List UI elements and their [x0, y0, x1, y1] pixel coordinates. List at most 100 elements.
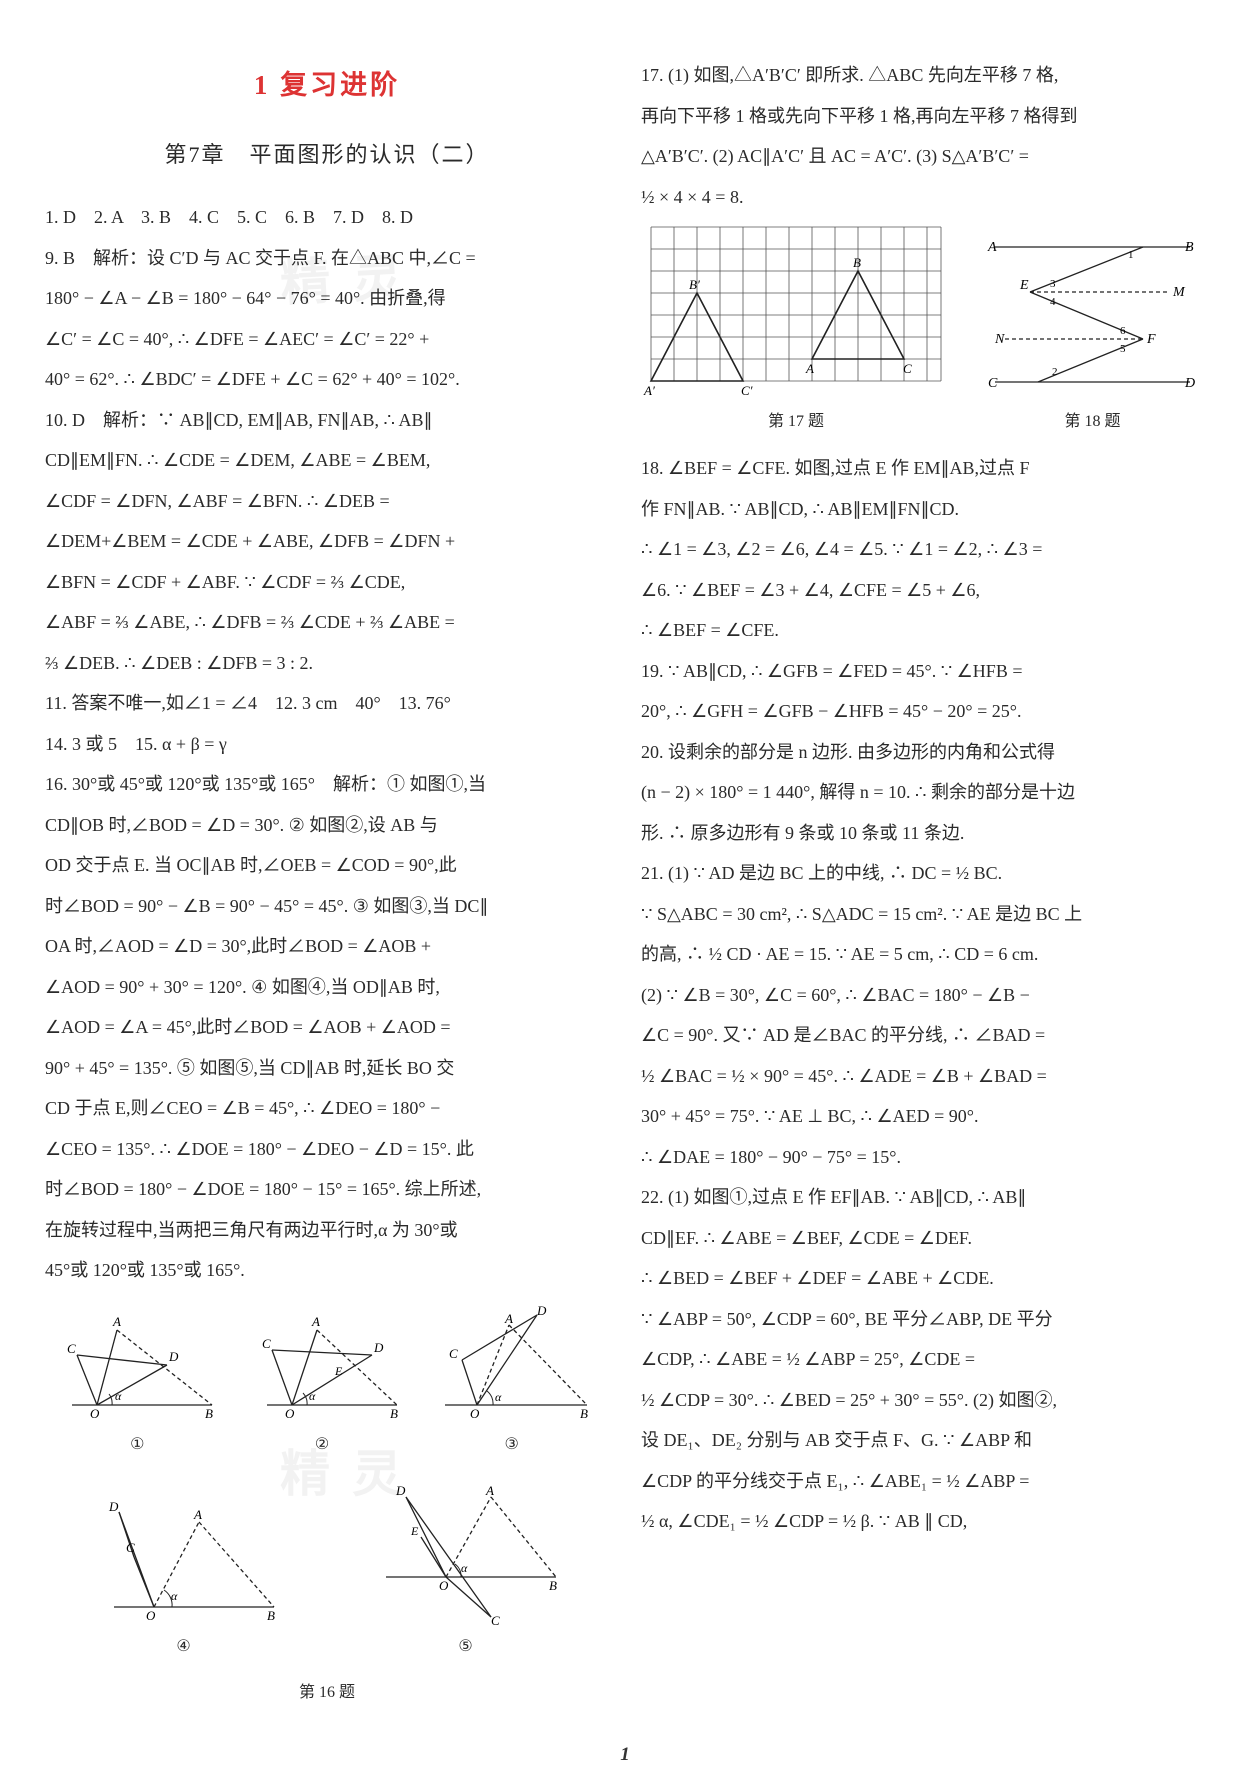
svg-text:B: B: [1185, 240, 1194, 255]
fig-id: ③: [427, 1427, 597, 1463]
svg-text:α: α: [461, 1561, 468, 1575]
svg-text:C: C: [262, 1336, 271, 1351]
answer-line: ∠AOD = 90° + 30° = 120°. ④ 如图④,当 OD∥AB 时…: [45, 967, 609, 1008]
answer-line: ½ × 4 × 4 = 8.: [641, 177, 1205, 218]
answer-line: 45°或 120°或 135°或 165°.: [45, 1250, 609, 1291]
answer-line: 形. ∴ 原多边形有 9 条或 10 条或 11 条边.: [641, 813, 1205, 854]
fig16-sub2: α A B C D E O ②: [242, 1315, 402, 1463]
page-number: 1: [620, 1744, 630, 1766]
answer-line: 14. 3 或 5 15. α + β = γ: [45, 724, 609, 765]
answer-line: ∠BFN = ∠CDF + ∠ABF. ∵ ∠CDF = ⅔ ∠CDE,: [45, 562, 609, 603]
answer-line: 在旋转过程中,当两把三角尺有两边平行时,α 为 30°或: [45, 1210, 609, 1251]
svg-text:C: C: [903, 361, 912, 376]
answer-line: ∴ ∠BEF = ∠CFE.: [641, 610, 1205, 651]
answer-line: CD∥EM∥FN. ∴ ∠CDE = ∠DEM, ∠ABE = ∠BEM,: [45, 440, 609, 481]
svg-text:C: C: [988, 376, 998, 391]
svg-text:O: O: [90, 1406, 100, 1421]
fig16-sub3: α A B C D O ③: [427, 1305, 597, 1463]
svg-text:3: 3: [1050, 278, 1056, 290]
svg-text:D: D: [1184, 376, 1195, 391]
svg-text:4: 4: [1050, 296, 1056, 308]
svg-text:A: A: [987, 240, 997, 255]
svg-text:D: D: [373, 1340, 384, 1355]
svg-text:B: B: [267, 1608, 275, 1623]
svg-text:E: E: [410, 1524, 419, 1538]
answer-line: 40° = 62°. ∴ ∠BDC′ = ∠DFE + ∠C = 62° + 4…: [45, 359, 609, 400]
answer-line: 再向下平移 1 格或先向下平移 1 格,再向左平移 7 格得到: [641, 96, 1205, 137]
answer-line: ∠DEM+∠BEM = ∠CDE + ∠ABE, ∠DFB = ∠DFN +: [45, 521, 609, 562]
answer-line: ∠CDP 的平分线交于点 E₁, ∴ ∠ABE₁ = ½ ∠ABP =: [641, 1461, 1205, 1502]
svg-text:C: C: [491, 1613, 500, 1627]
svg-text:C: C: [449, 1346, 458, 1361]
fig-id: ⑤: [361, 1629, 571, 1665]
answer-line: ∠CDF = ∠DFN, ∠ABF = ∠BFN. ∴ ∠DEB =: [45, 481, 609, 522]
svg-text:O: O: [470, 1406, 480, 1421]
answer-line: ½ α, ∠CDE₁ = ½ ∠CDP = ½ β. ∵ AB ∥ CD,: [641, 1501, 1205, 1542]
answer-line: 20°, ∴ ∠GFH = ∠GFB − ∠HFB = 45° − 20° = …: [641, 691, 1205, 732]
svg-text:B: B: [580, 1406, 588, 1421]
answer-line: 11. 答案不唯一,如∠1 = ∠4 12. 3 cm 40° 13. 76°: [45, 683, 609, 724]
answer-line: OA 时,∠AOD = ∠D = 30°,此时∠BOD = ∠AOB +: [45, 926, 609, 967]
svg-text:A: A: [311, 1315, 320, 1329]
answer-line: 的高, ∴ ½ CD · AE = 15. ∵ AE = 5 cm, ∴ CD …: [641, 934, 1205, 975]
svg-text:α: α: [115, 1389, 122, 1403]
answer-line: ∠6. ∵ ∠BEF = ∠3 + ∠4, ∠CFE = ∠5 + ∠6,: [641, 570, 1205, 611]
fig16-sub4: α A B C D O ④: [84, 1497, 284, 1665]
title-sub: 第7章 平面图形的认识（二）: [45, 130, 609, 180]
answer-line: ∠CEO = 135°. ∴ ∠DOE = 180° − ∠DEO − ∠D =…: [45, 1129, 609, 1170]
answer-line: 21. (1) ∵ AD 是边 BC 上的中线, ∴ DC = ½ BC.: [641, 853, 1205, 894]
answer-line: ∴ ∠DAE = 180° − 90° − 75° = 15°.: [641, 1137, 1205, 1178]
svg-text:D: D: [108, 1499, 119, 1514]
fig18: A B E M N F C D 1 3 4 6 5 2 第 18 题: [980, 227, 1205, 440]
answer-line: 22. (1) 如图①,过点 E 作 EF∥AB. ∵ AB∥CD, ∴ AB∥: [641, 1177, 1205, 1218]
right-column: 17. (1) 如图,△A′B′C′ 即所求. △ABC 先向左平移 7 格, …: [641, 55, 1205, 1701]
answer-line: △A′B′C′. (2) AC∥A′C′ 且 AC = A′C′. (3) S△…: [641, 136, 1205, 177]
svg-text:A: A: [193, 1507, 202, 1522]
answer-line: 16. 30°或 45°或 120°或 135°或 165° 解析：① 如图①,…: [45, 764, 609, 805]
svg-text:A: A: [504, 1311, 513, 1326]
answer-line: ∵ ∠ABP = 50°, ∠CDP = 60°, BE 平分∠ABP, DE …: [641, 1299, 1205, 1340]
answer-line: 17. (1) 如图,△A′B′C′ 即所求. △ABC 先向左平移 7 格,: [641, 55, 1205, 96]
answer-line: ∴ ∠1 = ∠3, ∠2 = ∠6, ∠4 = ∠5. ∵ ∠1 = ∠2, …: [641, 529, 1205, 570]
answer-line: (n − 2) × 180° = 1 440°, 解得 n = 10. ∴ 剩余…: [641, 772, 1205, 813]
svg-text:C: C: [67, 1341, 76, 1356]
svg-text:E: E: [334, 1364, 343, 1378]
answer-line: ½ ∠CDP = 30°. ∴ ∠BED = 25° + 30° = 55°. …: [641, 1380, 1205, 1421]
answer-line: 9. B 解析：设 C′D 与 AC 交于点 F. 在△ABC 中,∠C =: [45, 238, 609, 279]
svg-text:O: O: [285, 1406, 295, 1421]
answer-line: ∠CDP, ∴ ∠ABE = ½ ∠ABP = 25°, ∠CDE =: [641, 1339, 1205, 1380]
answer-line: 90° + 45° = 135°. ⑤ 如图⑤,当 CD∥AB 时,延长 BO …: [45, 1048, 609, 1089]
answer-line: 1. D 2. A 3. B 4. C 5. C 6. B 7. D 8. D: [45, 197, 609, 238]
answer-line: ∠C = 90°. 又∵ AD 是∠BAC 的平分线, ∴ ∠BAD =: [641, 1015, 1205, 1056]
svg-text:E: E: [1019, 278, 1029, 293]
answer-line: 作 FN∥AB. ∵ AB∥CD, ∴ AB∥EM∥FN∥CD.: [641, 489, 1205, 530]
svg-text:B: B: [549, 1578, 557, 1593]
svg-text:6: 6: [1120, 325, 1126, 337]
answer-line: CD∥OB 时,∠BOD = ∠D = 30°. ② 如图②,设 AB 与: [45, 805, 609, 846]
page-content: 1 复习进阶 第7章 平面图形的认识（二） 1. D 2. A 3. B 4. …: [0, 0, 1250, 1736]
answer-line: 30° + 45° = 75°. ∵ AE ⊥ BC, ∴ ∠AED = 90°…: [641, 1096, 1205, 1137]
title-main: 1 复习进阶: [45, 55, 609, 116]
svg-text:D: D: [536, 1305, 547, 1318]
svg-text:A: A: [112, 1315, 121, 1329]
answer-line: 180° − ∠A − ∠B = 180° − 64° − 76° = 40°.…: [45, 278, 609, 319]
svg-text:M: M: [1172, 285, 1186, 300]
answer-line: ∵ S△ABC = 30 cm², ∴ S△ADC = 15 cm². ∵ AE…: [641, 894, 1205, 935]
svg-text:C′: C′: [741, 383, 753, 398]
svg-text:B: B: [390, 1406, 398, 1421]
answer-line: 10. D 解析：∵ AB∥CD, EM∥AB, FN∥AB, ∴ AB∥: [45, 400, 609, 441]
answer-line: 时∠BOD = 90° − ∠B = 90° − 45° = 45°. ③ 如图…: [45, 886, 609, 927]
svg-text:C: C: [126, 1540, 135, 1555]
fig-id: ①: [57, 1427, 217, 1463]
fig16-row2: α A B C D O ④: [45, 1477, 609, 1665]
answer-line: ∠ABF = ⅔ ∠ABE, ∴ ∠DFB = ⅔ ∠CDE + ⅔ ∠ABE …: [45, 602, 609, 643]
svg-text:O: O: [439, 1578, 449, 1593]
answer-line: 20. 设剩余的部分是 n 边形. 由多边形的内角和公式得: [641, 732, 1205, 773]
svg-text:α: α: [495, 1390, 502, 1404]
svg-text:O: O: [146, 1608, 156, 1623]
svg-text:B: B: [205, 1406, 213, 1421]
answer-line: 设 DE₁、DE₂ 分别与 AB 交于点 F、G. ∵ ∠ABP 和: [641, 1420, 1205, 1461]
svg-text:5: 5: [1120, 343, 1126, 355]
svg-text:N: N: [994, 332, 1005, 347]
answer-line: 18. ∠BEF = ∠CFE. 如图,过点 E 作 EM∥AB,过点 F: [641, 448, 1205, 489]
